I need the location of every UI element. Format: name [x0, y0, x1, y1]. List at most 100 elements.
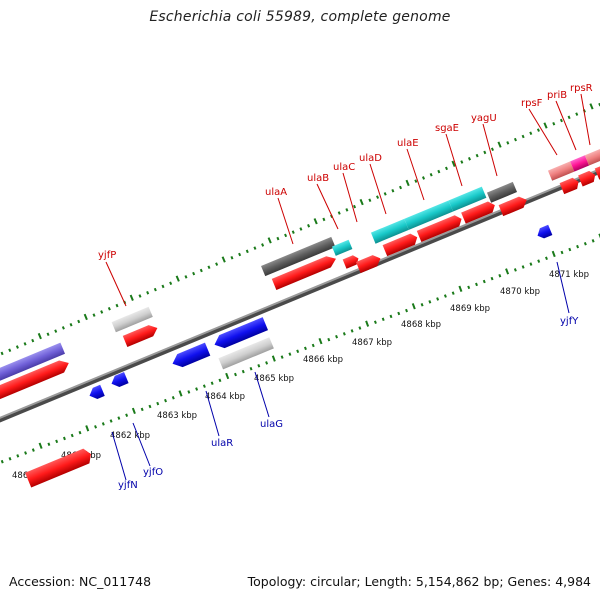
tick-mark [69, 322, 73, 327]
tick-mark [100, 310, 104, 314]
tick-mark [38, 442, 43, 449]
tick-mark [299, 227, 303, 231]
tick-mark [23, 342, 27, 346]
gene-arrow-blue-ulaG[interactable] [212, 317, 269, 351]
gene-box-ulaB[interactable] [331, 239, 353, 256]
tick-mark [436, 297, 440, 301]
tick-mark [101, 422, 105, 426]
tick-mark [296, 349, 300, 354]
gene-arrow-red[interactable] [498, 194, 529, 217]
tick-mark [337, 211, 341, 215]
tick-mark [368, 198, 372, 203]
gene-arrow-red[interactable] [559, 176, 581, 195]
gene-box-rpsR[interactable] [584, 143, 600, 166]
tick-mark [288, 352, 292, 356]
tick-mark [583, 241, 587, 246]
tick-mark [284, 233, 288, 238]
gene-label-ulaG[interactable]: ulaG [260, 419, 283, 430]
gene-box-priB[interactable] [570, 155, 590, 172]
gene-arrow-red[interactable] [122, 322, 160, 347]
gene-arrow-red[interactable] [356, 253, 383, 274]
scale-label: 4862 kbp [110, 431, 150, 441]
gene-label-ulaC[interactable]: ulaC [333, 162, 355, 173]
tick-mark [521, 265, 525, 269]
gene-arrow-blue[interactable] [87, 384, 105, 401]
gene-label-yjfY[interactable]: yjfY [560, 316, 579, 327]
gene-arrow-red[interactable] [416, 213, 464, 243]
tick-mark [414, 179, 418, 183]
gene-box-light[interactable] [218, 337, 274, 370]
tick-mark [551, 250, 556, 258]
gene-arrow-red[interactable] [0, 357, 71, 401]
gene-box-ulaD[interactable] [370, 218, 409, 244]
gene-label-ulaD[interactable]: ulaD [359, 153, 382, 164]
gene-label-sgaE[interactable]: sgaE [435, 123, 459, 134]
tick-mark [261, 243, 265, 247]
scale-label: 4863 kbp [157, 411, 197, 421]
gene-arrow-blue[interactable] [109, 372, 129, 389]
tick-mark [169, 281, 173, 286]
gene-arrow-red[interactable] [342, 254, 361, 269]
tick-mark [353, 204, 357, 209]
gene-arrow-red[interactable] [382, 232, 420, 257]
tick-mark [359, 198, 364, 206]
gene-label-ulaR[interactable]: ulaR [211, 438, 233, 449]
tick-mark [576, 244, 580, 249]
tick-mark [428, 300, 432, 304]
tick-mark [490, 276, 494, 281]
tick-mark [77, 319, 81, 324]
tick-mark [458, 285, 463, 292]
tick-mark [391, 188, 395, 193]
gene-arrow-red[interactable] [271, 253, 338, 290]
tick-mark [70, 433, 74, 438]
tick-mark [210, 381, 214, 385]
tick-mark [543, 122, 548, 129]
scale-label: 4866 kbp [303, 355, 343, 365]
tick-mark [83, 313, 88, 321]
gene-arrow-red[interactable] [461, 200, 497, 224]
accession-label: Accession: NC_011748 [9, 574, 152, 589]
tick-mark [498, 273, 502, 278]
tick-mark [505, 268, 510, 275]
gene-label-yjfP[interactable]: yjfP [98, 250, 116, 261]
scale-label: 4867 kbp [352, 338, 392, 348]
tick-mark [78, 430, 82, 435]
tick-mark [192, 271, 196, 276]
tick-mark [129, 294, 134, 301]
gene-arrow-blue-ulaR[interactable] [170, 342, 211, 370]
gene-box-yjfP[interactable] [111, 306, 153, 333]
gene-box-purple[interactable] [0, 342, 65, 386]
gene-box-rpsF[interactable] [547, 161, 575, 181]
tick-mark [184, 275, 188, 279]
gene-label-ulaE[interactable]: ulaE [397, 138, 419, 149]
tick-mark [238, 252, 242, 257]
gene-box-ulaE[interactable] [404, 200, 454, 230]
gene-label-yjfO[interactable]: yjfO [143, 467, 163, 478]
gene-label-priB[interactable]: priB [547, 90, 567, 101]
gene-label-ulaA[interactable]: ulaA [265, 187, 287, 198]
tick-mark [146, 291, 150, 295]
tick-mark [253, 246, 257, 250]
tick-mark [451, 160, 456, 167]
gene-box-ulaA[interactable] [261, 236, 336, 277]
gene-label-yjfN[interactable]: yjfN [118, 480, 138, 491]
gene-label-ulaB[interactable]: ulaB [307, 173, 329, 184]
tick-mark [311, 343, 315, 348]
tick-mark [61, 326, 65, 330]
scale-label: 4870 kbp [500, 287, 540, 297]
tick-mark [257, 364, 261, 368]
gene-arrow-blue-yjfY[interactable] [535, 224, 553, 241]
gene-arrow-red[interactable] [578, 169, 597, 187]
gene-label-yagU[interactable]: yagU [471, 113, 497, 124]
gene-label-rpsR[interactable]: rpsR [570, 83, 593, 94]
gene-label-rpsF[interactable]: rpsF [521, 98, 543, 109]
tick-mark [451, 291, 455, 295]
tick-mark [383, 192, 387, 196]
gene-box-sgaE[interactable] [448, 186, 487, 212]
tick-mark [195, 387, 199, 391]
tick-mark [140, 407, 144, 412]
gene-arrow-red[interactable] [594, 161, 600, 180]
gene-box-yagU[interactable] [486, 181, 518, 203]
gene-arrow[interactable] [25, 447, 94, 488]
